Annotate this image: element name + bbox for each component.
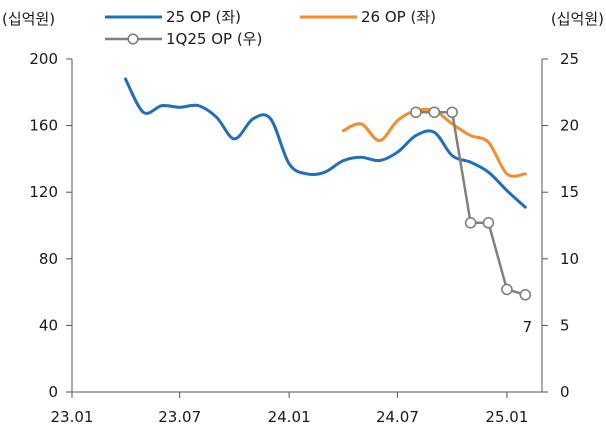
y-right-tick-label: 25 xyxy=(560,50,579,68)
y-right-tick-label: 20 xyxy=(560,117,579,135)
y-left-tick-label: 160 xyxy=(29,117,58,135)
series-2-line xyxy=(415,111,526,296)
y-right-tick-label: 15 xyxy=(560,183,579,201)
axes: 0 40 80 120 160 200 0 5 10 15 20 25 23.01 23.07 24.01 2… xyxy=(29,50,579,426)
y-left-tick-label: 40 xyxy=(39,316,58,334)
legend: 25 OP (좌) 26 OP (좌) 1Q25 OP (우) xyxy=(105,8,436,48)
y-left-tick-label: 120 xyxy=(29,183,58,201)
x-tick-label: 24.01 xyxy=(268,408,311,426)
series-2-point xyxy=(410,106,422,119)
y-left-tick-label: 0 xyxy=(48,383,58,401)
y-left-tick-label: 80 xyxy=(39,250,58,268)
series-0-line xyxy=(124,77,527,209)
y-left-unit: (십억원) xyxy=(2,10,55,28)
series-2-point xyxy=(428,106,441,119)
y-right-tick-label: 5 xyxy=(560,316,570,334)
series-2-point xyxy=(501,283,513,296)
series-2-point xyxy=(464,217,477,229)
x-tick-label: 25.01 xyxy=(485,408,528,426)
y-right-tick-label: 0 xyxy=(560,383,570,401)
series-2-point xyxy=(482,217,495,229)
x-tick-label: 24.07 xyxy=(376,408,419,426)
series-1-line xyxy=(341,107,527,178)
legend-label-1q25op: 1Q25 OP (우) xyxy=(166,30,262,48)
legend-label-26op: 26 OP (좌) xyxy=(361,8,436,26)
series-2-point xyxy=(446,106,458,119)
plot-area: 7 xyxy=(124,77,533,336)
y-left-tick-label: 200 xyxy=(29,50,58,68)
annotation-label: 7 xyxy=(523,318,533,336)
legend-marker-1q25op xyxy=(127,33,139,45)
y-right-tick-label: 10 xyxy=(560,250,579,268)
x-tick-label: 23.07 xyxy=(158,408,201,426)
y-right-unit: (십억원) xyxy=(551,10,604,28)
legend-label-25op: 25 OP (좌) xyxy=(166,8,241,26)
x-tick-label: 23.01 xyxy=(51,408,94,426)
series-2-point xyxy=(519,288,532,301)
